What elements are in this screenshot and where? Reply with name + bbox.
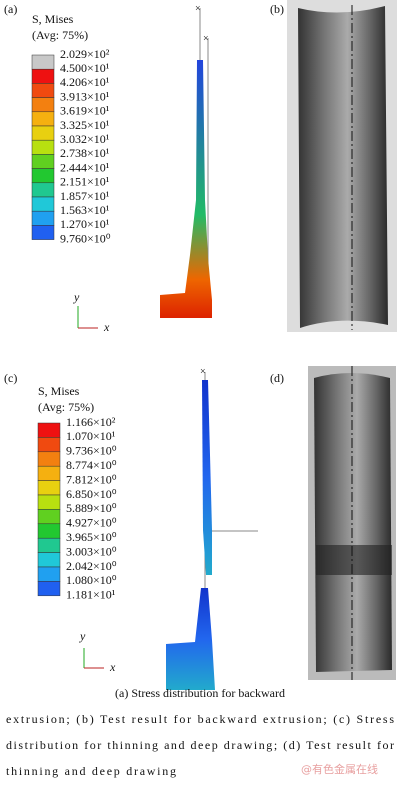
legend-swatch — [37, 509, 61, 525]
legend-swatch — [31, 154, 55, 169]
legend-swatch — [37, 537, 61, 553]
caption-line: (a) Stress distribution for backward — [115, 686, 285, 700]
legend-label: 3.003×10⁰ — [66, 544, 117, 558]
caption-line: thinning and deep drawing — [6, 764, 176, 778]
legend-swatch — [37, 437, 61, 453]
legend-swatch — [37, 494, 61, 510]
legend-swatch — [37, 480, 61, 496]
legend-label: 2.042×10⁰ — [66, 559, 117, 573]
legend-swatch — [37, 552, 61, 568]
legend-swatch — [31, 54, 55, 70]
fe-model: × — [166, 366, 258, 690]
legend-swatch — [31, 168, 55, 184]
legend: 1.166×10²1.070×10¹9.736×10⁰8.774×10⁰7.81… — [37, 415, 117, 602]
caption: (a) Stress distribution for backward extr… — [6, 686, 394, 778]
legend-label: 3.325×10¹ — [60, 118, 110, 132]
legend-swatch — [31, 97, 55, 113]
axis-label: x — [103, 320, 110, 334]
legend-label: 3.619×10¹ — [60, 104, 110, 118]
legend-swatch — [37, 422, 61, 438]
legend-swatch — [31, 182, 55, 198]
legend-swatch — [37, 581, 61, 597]
legend-label: 1.181×10¹ — [66, 588, 116, 602]
legend-label: 1.270×10¹ — [60, 217, 110, 231]
legend-label: 8.774×10⁰ — [66, 458, 117, 472]
legend-swatch — [37, 451, 61, 467]
watermark: @有色金属在线 — [301, 762, 378, 776]
legend-label: 3.965×10⁰ — [66, 530, 117, 544]
legend-label: 1.070×10¹ — [66, 429, 116, 443]
legend-subtitle: (Avg: 75%) — [32, 28, 88, 42]
legend-label: 2.444×10¹ — [60, 160, 110, 174]
legend-swatch — [31, 83, 55, 98]
legend-label: 1.080×10⁰ — [66, 573, 117, 587]
legend-subtitle: (Avg: 75%) — [38, 400, 94, 414]
panel-label: (c) — [4, 371, 17, 385]
legend-swatch — [31, 210, 55, 226]
legend-label: 1.166×10² — [66, 415, 116, 429]
legend-swatch — [31, 125, 55, 141]
legend-swatch — [31, 68, 55, 84]
caption-line: distribution for thinning and deep drawi… — [6, 738, 394, 752]
legend-label: 2.151×10¹ — [60, 175, 110, 189]
legend-label: 4.927×10⁰ — [66, 516, 117, 530]
legend-swatch — [31, 196, 55, 212]
legend-label: 2.738×10¹ — [60, 146, 110, 160]
legend-label: 2.029×10² — [60, 47, 110, 61]
photo — [287, 0, 397, 332]
axis-label: y — [73, 290, 80, 304]
svg-text:×: × — [200, 366, 206, 377]
legend-swatch — [37, 465, 61, 481]
legend-swatch — [37, 523, 61, 539]
legend-label: 9.736×10⁰ — [66, 444, 117, 458]
panel-label: (d) — [270, 371, 284, 385]
legend-title: S, Mises — [38, 384, 80, 398]
axis-triad: y x — [73, 290, 110, 334]
legend-title: S, Mises — [32, 12, 74, 26]
axis-label: x — [109, 660, 116, 674]
svg-text:×: × — [195, 3, 201, 14]
legend-swatch — [31, 225, 55, 240]
legend-swatch — [31, 111, 55, 127]
legend-swatch — [37, 566, 61, 582]
axis-label: y — [79, 629, 86, 643]
legend-label: 3.032×10¹ — [60, 132, 110, 146]
legend-label: 9.760×10⁰ — [60, 231, 111, 245]
svg-text:×: × — [203, 33, 209, 44]
fe-model: ×× — [160, 3, 212, 318]
legend-label: 3.913×10¹ — [60, 89, 110, 103]
panel-label: (a) — [4, 2, 17, 16]
photo — [308, 366, 396, 680]
legend-label: 7.812×10⁰ — [66, 472, 117, 486]
legend-label: 1.857×10¹ — [60, 189, 110, 203]
legend: 2.029×10²4.500×10¹4.206×10¹3.913×10¹3.61… — [31, 47, 111, 245]
axis-triad: y x — [79, 629, 116, 674]
legend-label: 6.850×10⁰ — [66, 487, 117, 501]
legend-label: 5.889×10⁰ — [66, 501, 117, 515]
legend-label: 4.500×10¹ — [60, 61, 110, 75]
caption-line: extrusion; (b) Test result for backward … — [6, 712, 394, 726]
legend-label: 4.206×10¹ — [60, 75, 110, 89]
panel-label: (b) — [270, 2, 284, 16]
legend-label: 1.563×10¹ — [60, 203, 110, 217]
legend-swatch — [31, 139, 55, 155]
